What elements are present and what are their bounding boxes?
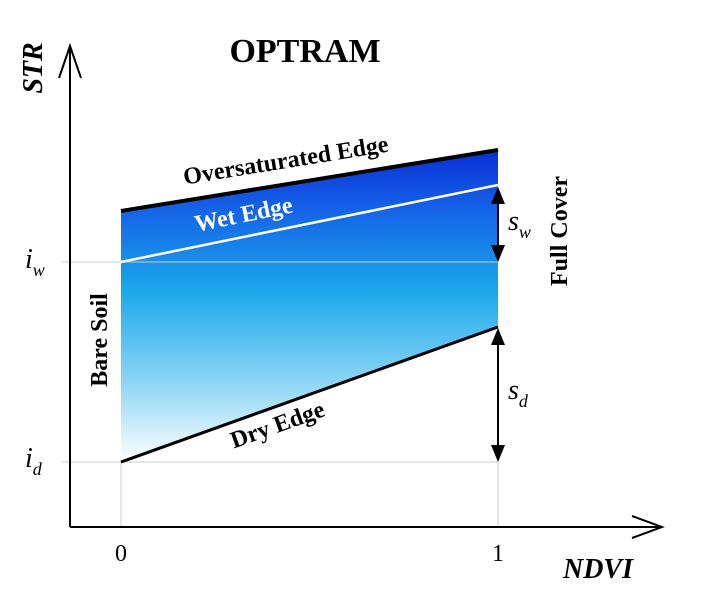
sw-label: sw [508,206,531,242]
x-tick-1: 1 [492,541,504,567]
iw-label-base: i [25,244,33,275]
x-tick-0: 0 [115,541,127,567]
y-axis-label: STR [18,42,49,93]
wet-edge-line [120,183,499,264]
feasible-region [121,150,498,462]
sd-arrow-head-bottom [491,445,505,462]
iw-label-sub: w [33,260,45,280]
sd-label-sub: d [519,391,529,411]
full-cover-label: Full Cover [547,176,573,286]
id-label-base: i [25,443,33,474]
id-label-sub: d [33,459,43,479]
y-axis-arrow [58,42,82,79]
x-axis-label: NDVI [562,554,634,585]
sd-arrow-head-top [491,328,505,345]
bare-soil-label: Bare Soil [87,293,113,387]
oversaturated-edge-line [120,148,499,213]
sw-arrow-head-top [491,187,505,204]
id-label: id [25,443,43,479]
sd-label-base: s [508,375,519,406]
sd-label: sd [508,375,529,411]
iw-label: iw [25,244,45,280]
sw-label-base: s [508,206,519,237]
x-axis-arrow [631,515,665,539]
diagram-title: OPTRAM [229,33,380,70]
dry-edge-line [120,325,499,464]
sw-arrow-head-bottom [491,245,505,262]
sw-label-sub: w [519,222,531,242]
